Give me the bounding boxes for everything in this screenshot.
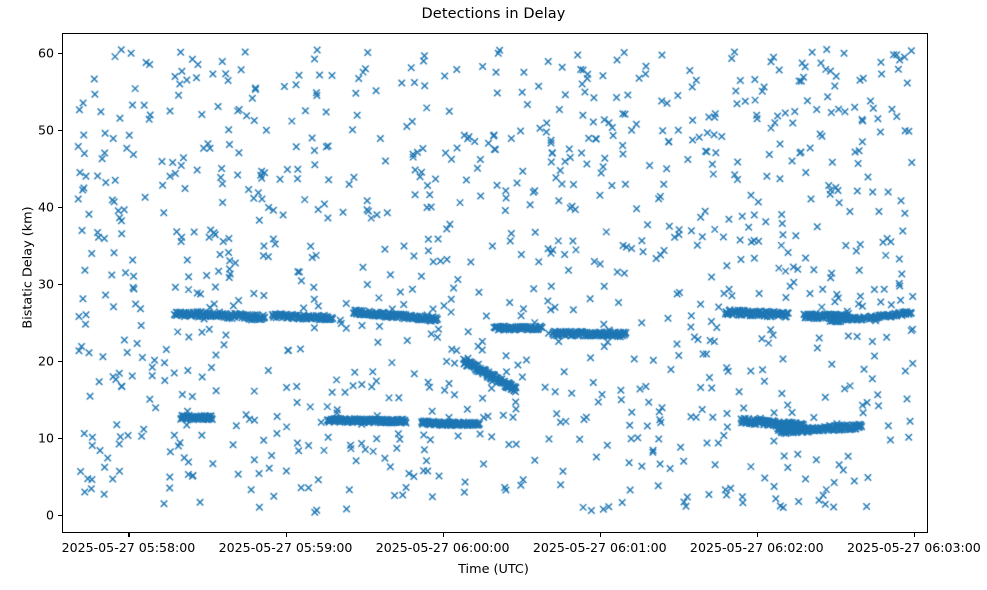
y-tick-mark — [58, 207, 62, 209]
y-tick-label: 50 — [37, 122, 54, 138]
y-tick-label: 10 — [37, 430, 54, 446]
x-tick-label: 2025-05-27 06:03:00 — [847, 540, 981, 555]
x-tick-mark — [285, 533, 287, 537]
x-tick-label: 2025-05-27 06:01:00 — [532, 540, 667, 555]
x-tick-mark — [913, 533, 915, 537]
y-tick-mark — [58, 130, 62, 132]
y-axis-label: Bistatic Delay (km) — [20, 206, 36, 329]
x-tick-mark — [599, 533, 601, 537]
y-tick-mark — [58, 438, 62, 440]
y-tick-label: 20 — [37, 353, 54, 369]
scatter-plot-canvas — [63, 34, 927, 532]
y-tick-label: 30 — [37, 276, 54, 292]
y-tick-label: 40 — [37, 199, 54, 215]
y-tick-label: 0 — [45, 507, 54, 523]
x-axis-label: Time (UTC) — [458, 562, 529, 577]
x-tick-label: 2025-05-27 05:58:00 — [61, 540, 196, 555]
y-tick-mark — [58, 515, 62, 517]
x-tick-mark — [442, 533, 444, 537]
y-axis-tick-labels: 0 10 20 30 40 50 60 — [0, 0, 54, 590]
page-title: Detections in Delay — [421, 6, 566, 22]
x-tick-mark — [128, 533, 130, 537]
x-tick-label: 2025-05-27 06:00:00 — [375, 540, 510, 555]
y-tick-label: 60 — [37, 45, 54, 61]
y-tick-mark — [58, 361, 62, 363]
x-tick-mark — [756, 533, 758, 537]
y-tick-mark — [58, 284, 62, 286]
x-tick-label: 2025-05-27 05:59:00 — [218, 540, 353, 555]
y-tick-mark — [58, 53, 62, 55]
x-tick-label: 2025-05-27 06:02:00 — [689, 540, 824, 555]
